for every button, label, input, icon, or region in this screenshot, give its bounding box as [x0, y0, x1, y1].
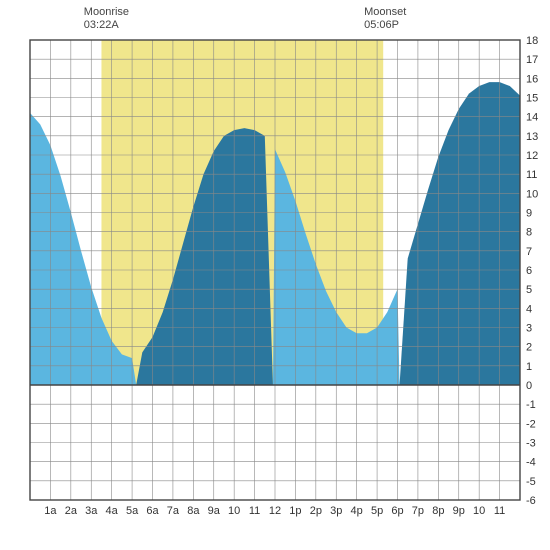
svg-text:5p: 5p: [371, 505, 383, 517]
svg-text:12: 12: [269, 505, 281, 517]
svg-text:2: 2: [526, 342, 532, 354]
svg-text:7: 7: [526, 246, 532, 258]
svg-text:4a: 4a: [106, 505, 119, 517]
svg-text:12: 12: [526, 150, 538, 162]
svg-text:5: 5: [526, 284, 532, 296]
svg-text:6a: 6a: [146, 505, 159, 517]
svg-text:6p: 6p: [391, 505, 403, 517]
tide-chart: -6-5-4-3-2-10123456789101112131415161718…: [0, 0, 550, 550]
svg-text:-2: -2: [526, 418, 536, 430]
svg-text:10: 10: [228, 505, 240, 517]
svg-text:17: 17: [526, 54, 538, 66]
svg-text:-6: -6: [526, 495, 536, 507]
moonset-time: 05:06P: [364, 19, 406, 32]
svg-text:-4: -4: [526, 457, 536, 469]
svg-text:3a: 3a: [85, 505, 98, 517]
svg-text:6: 6: [526, 265, 532, 277]
svg-text:15: 15: [526, 93, 538, 105]
svg-text:3p: 3p: [330, 505, 342, 517]
moonrise-annotation: Moonrise 03:22A: [84, 6, 129, 32]
svg-text:9p: 9p: [453, 505, 465, 517]
svg-text:7p: 7p: [412, 505, 424, 517]
svg-text:11: 11: [249, 505, 260, 517]
svg-text:10: 10: [473, 505, 485, 517]
svg-text:18: 18: [526, 35, 538, 47]
svg-text:3: 3: [526, 323, 532, 335]
svg-text:11: 11: [526, 169, 537, 181]
svg-text:11: 11: [494, 505, 505, 517]
svg-text:4p: 4p: [351, 505, 363, 517]
svg-text:2a: 2a: [65, 505, 78, 517]
svg-text:-3: -3: [526, 438, 536, 450]
moonrise-label: Moonrise: [84, 6, 129, 19]
svg-text:14: 14: [526, 112, 538, 124]
svg-text:-1: -1: [526, 399, 536, 411]
moonrise-time: 03:22A: [84, 19, 129, 32]
svg-text:16: 16: [526, 73, 538, 85]
svg-text:4: 4: [526, 303, 532, 315]
svg-text:1: 1: [526, 361, 532, 373]
svg-text:13: 13: [526, 131, 538, 143]
svg-text:1a: 1a: [44, 505, 57, 517]
svg-text:5a: 5a: [126, 505, 139, 517]
svg-text:9a: 9a: [208, 505, 221, 517]
svg-text:1p: 1p: [289, 505, 301, 517]
svg-text:8: 8: [526, 227, 532, 239]
svg-text:9: 9: [526, 208, 532, 220]
svg-text:10: 10: [526, 188, 538, 200]
chart-svg: -6-5-4-3-2-10123456789101112131415161718…: [0, 0, 550, 550]
svg-text:0: 0: [526, 380, 532, 392]
svg-text:-5: -5: [526, 476, 536, 488]
moonset-label: Moonset: [364, 6, 406, 19]
svg-text:8a: 8a: [187, 505, 200, 517]
svg-text:2p: 2p: [310, 505, 322, 517]
svg-text:8p: 8p: [432, 505, 444, 517]
svg-text:7a: 7a: [167, 505, 180, 517]
moonset-annotation: Moonset 05:06P: [364, 6, 406, 32]
